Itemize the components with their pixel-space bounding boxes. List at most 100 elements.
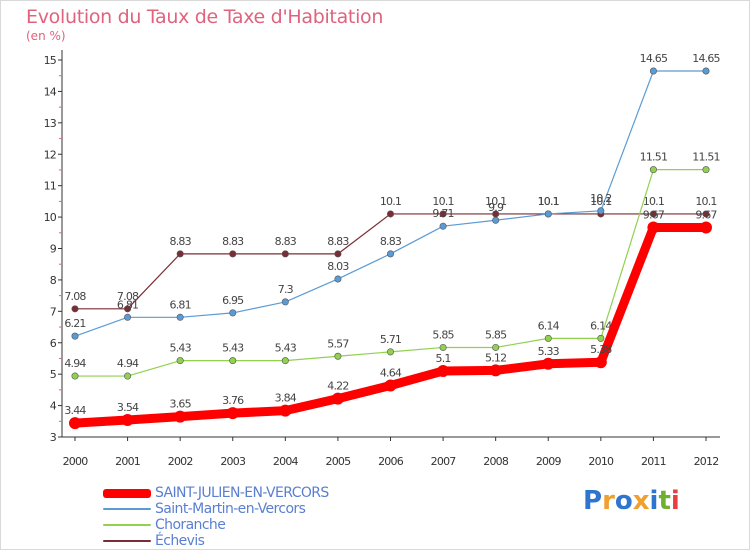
y-tick-label: 13 xyxy=(44,117,57,130)
data-label: 3.84 xyxy=(275,392,297,405)
y-tick-label: 11 xyxy=(44,180,56,193)
data-point xyxy=(229,250,237,258)
data-label: 7.08 xyxy=(117,290,139,303)
legend-swatch xyxy=(103,524,151,526)
x-tick-label: 2005 xyxy=(326,455,352,468)
data-label: 10.1 xyxy=(695,195,716,208)
data-label: 5.85 xyxy=(432,328,454,341)
data-point xyxy=(71,372,79,380)
x-tick-label: 2011 xyxy=(641,455,666,468)
data-label: 5.33 xyxy=(538,345,560,358)
data-point xyxy=(544,334,552,342)
data-point xyxy=(174,410,187,423)
y-tick-label: 8 xyxy=(50,274,57,287)
data-point xyxy=(226,407,239,420)
data-label: 10.1 xyxy=(485,195,506,208)
data-point xyxy=(437,365,450,378)
data-label: 10.1 xyxy=(380,195,401,208)
x-tick-label: 2003 xyxy=(220,455,246,468)
data-label: 10.1 xyxy=(538,195,559,208)
data-point xyxy=(176,357,184,365)
data-label: 10.1 xyxy=(432,195,453,208)
data-label: 14.65 xyxy=(692,52,720,65)
data-label: 8.83 xyxy=(380,235,402,248)
data-label: 4.94 xyxy=(117,357,139,370)
data-label: 10.2 xyxy=(590,192,611,205)
data-point xyxy=(544,210,552,218)
data-label: 3.44 xyxy=(64,404,86,417)
data-label: 5.1 xyxy=(436,352,451,365)
data-point xyxy=(124,313,132,321)
data-label: 9.71 xyxy=(432,207,453,220)
data-point xyxy=(281,357,289,365)
data-label: 9.67 xyxy=(695,208,717,221)
y-tick-label: 5 xyxy=(50,368,57,381)
data-point xyxy=(331,392,344,405)
data-label: 14.65 xyxy=(640,52,668,65)
data-label: 4.64 xyxy=(380,366,402,379)
data-point xyxy=(439,210,447,218)
data-point xyxy=(334,250,342,258)
legend-item: Choranche xyxy=(103,517,329,533)
y-tick-label: 10 xyxy=(44,211,57,224)
data-point xyxy=(492,216,500,224)
data-point xyxy=(702,166,710,174)
data-point xyxy=(384,379,397,392)
data-point xyxy=(71,332,79,340)
legend-label: Choranche xyxy=(155,517,226,533)
data-label: 5.85 xyxy=(485,328,507,341)
data-point xyxy=(649,210,657,218)
chart-title: Evolution du Taux de Taxe d'Habitation xyxy=(26,6,384,28)
data-point xyxy=(334,275,342,283)
legend-swatch xyxy=(103,540,151,542)
proxiti-logo: Proxiti xyxy=(583,486,680,516)
data-point xyxy=(594,356,607,369)
data-point xyxy=(702,210,710,218)
data-label: 6.14 xyxy=(538,319,560,332)
data-point xyxy=(489,364,502,377)
data-label: 10.1 xyxy=(590,195,611,208)
data-label: 8.83 xyxy=(275,235,297,248)
data-label: 5.12 xyxy=(485,351,506,364)
x-tick-label: 2004 xyxy=(273,455,299,468)
x-tick-label: 2000 xyxy=(63,455,89,468)
y-tick-label: 15 xyxy=(44,54,57,67)
data-label: 5.43 xyxy=(275,342,297,355)
data-label: 11.51 xyxy=(640,151,668,164)
legend-item: Saint-Martin-en-Vercors xyxy=(103,501,329,517)
x-tick-label: 2012 xyxy=(694,455,719,468)
data-label: 10.1 xyxy=(538,195,559,208)
y-tick-label: 6 xyxy=(50,337,57,350)
data-label: 3.65 xyxy=(170,398,192,411)
data-label: 5.57 xyxy=(327,337,349,350)
y-tick-label: 4 xyxy=(50,400,57,413)
data-point xyxy=(334,352,342,360)
x-tick-label: 2002 xyxy=(168,455,193,468)
data-label: 4.22 xyxy=(327,380,348,393)
data-point xyxy=(649,166,657,174)
data-point xyxy=(597,334,605,342)
data-point xyxy=(176,250,184,258)
data-point xyxy=(176,313,184,321)
data-point xyxy=(649,67,657,75)
data-point xyxy=(229,357,237,365)
data-point xyxy=(700,221,712,234)
data-label: 3.76 xyxy=(222,394,244,407)
y-tick-label: 3 xyxy=(50,431,57,444)
legend-label: SAINT-JULIEN-EN-VERCORS xyxy=(155,485,329,501)
data-label: 5.71 xyxy=(380,333,401,346)
data-point xyxy=(71,305,79,313)
legend-swatch xyxy=(103,508,151,510)
legend-item: Échevis xyxy=(103,533,329,549)
data-point xyxy=(597,207,605,215)
x-tick-label: 2009 xyxy=(536,455,562,468)
data-point xyxy=(386,210,394,218)
data-label: 6.81 xyxy=(117,298,138,311)
data-label: 9.67 xyxy=(643,208,665,221)
data-point xyxy=(124,372,132,380)
data-point xyxy=(281,250,289,258)
data-point xyxy=(121,414,134,427)
x-tick-label: 2010 xyxy=(588,455,614,468)
